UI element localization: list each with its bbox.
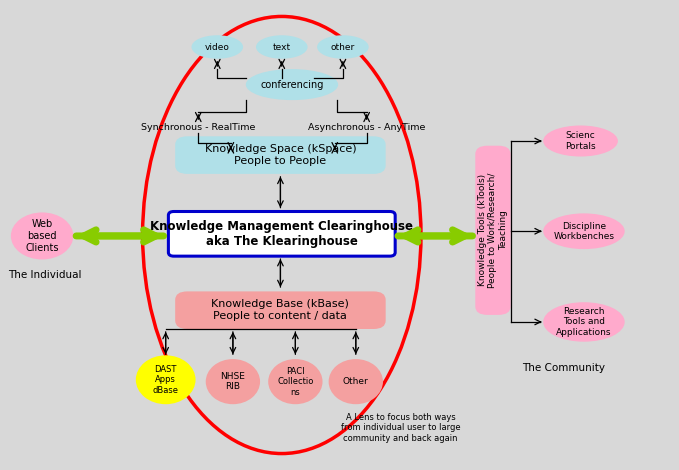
Text: Web
based
Clients: Web based Clients — [25, 219, 59, 252]
Text: Scienc
Portals: Scienc Portals — [565, 131, 596, 151]
Text: Research
Tools and
Applications: Research Tools and Applications — [556, 307, 612, 337]
Ellipse shape — [206, 359, 260, 404]
Ellipse shape — [268, 359, 323, 404]
Text: Discipline
Workbenches: Discipline Workbenches — [553, 221, 614, 241]
Text: PACI
Collectio
ns: PACI Collectio ns — [277, 367, 314, 397]
Ellipse shape — [543, 302, 625, 342]
FancyBboxPatch shape — [475, 146, 511, 315]
Text: conferencing: conferencing — [260, 79, 324, 90]
Ellipse shape — [543, 213, 625, 249]
Text: Asynchronous - AnyTime: Asynchronous - AnyTime — [308, 123, 425, 133]
FancyBboxPatch shape — [175, 291, 386, 329]
Text: DAST
Apps
dBase: DAST Apps dBase — [153, 365, 179, 395]
Ellipse shape — [256, 35, 308, 59]
Text: Other: Other — [343, 377, 369, 386]
Text: Knowledge Tools (kTools)
People to Work/Research/
Teaching: Knowledge Tools (kTools) People to Work/… — [478, 172, 508, 288]
Text: other: other — [331, 42, 355, 52]
Text: Knowledge Management Clearinghouse
aka The Klearinghouse: Knowledge Management Clearinghouse aka T… — [150, 220, 414, 248]
Text: Synchronous - RealTime: Synchronous - RealTime — [141, 123, 255, 133]
Text: The Community: The Community — [522, 362, 605, 373]
FancyBboxPatch shape — [175, 136, 386, 174]
Text: A Lens to focus both ways
from individual user to large
community and back again: A Lens to focus both ways from individua… — [341, 413, 460, 443]
Ellipse shape — [191, 35, 243, 59]
Text: The Individual: The Individual — [8, 270, 81, 280]
Ellipse shape — [317, 35, 369, 59]
Text: video: video — [205, 42, 230, 52]
Ellipse shape — [246, 69, 338, 100]
Ellipse shape — [136, 355, 196, 404]
Ellipse shape — [11, 212, 73, 259]
Text: NHSE
RIB: NHSE RIB — [221, 372, 245, 392]
Ellipse shape — [543, 125, 618, 157]
Text: Knowledge Space (kSpace)
People to People: Knowledge Space (kSpace) People to Peopl… — [204, 144, 356, 166]
Text: text: text — [273, 42, 291, 52]
Ellipse shape — [329, 359, 383, 404]
Text: Knowledge Base (kBase)
People to content / data: Knowledge Base (kBase) People to content… — [211, 299, 350, 321]
FancyBboxPatch shape — [168, 212, 395, 256]
